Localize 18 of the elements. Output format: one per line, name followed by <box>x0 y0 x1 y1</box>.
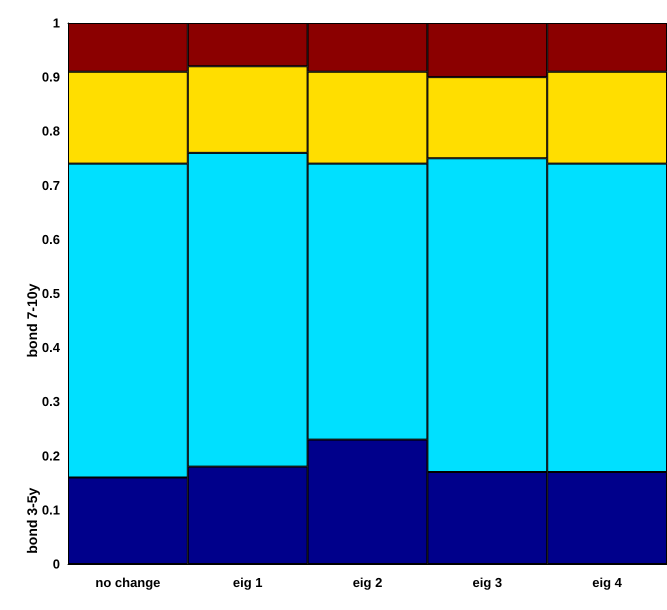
x-tick-label: no change <box>95 575 160 590</box>
text: bond 7-10y <box>24 283 40 358</box>
x-tick-label: eig 1 <box>232 575 263 590</box>
y-tick-label: 0.1 <box>42 502 60 518</box>
y-tick-label: 0.2 <box>42 448 60 464</box>
y-tick-label: 0 <box>52 556 60 572</box>
x-tick-label: eig 2 <box>352 575 382 590</box>
x-tick-label: eig 3 <box>472 575 502 590</box>
y-tick-label: 0.4 <box>42 340 61 356</box>
y-tick-label: 0.9 <box>42 70 60 85</box>
y-tick-label: 0.5 <box>42 286 60 301</box>
y-tick-label: 1 <box>52 16 60 30</box>
y-tick-label: 0.3 <box>42 394 60 410</box>
y-tick-label: 0.7 <box>42 178 60 193</box>
y-tick-label: 0.6 <box>42 232 60 247</box>
text: bond 3-5y <box>24 487 40 554</box>
x-tick-label: eig 4 <box>592 575 623 590</box>
y-tick-label: 0.8 <box>42 124 60 139</box>
